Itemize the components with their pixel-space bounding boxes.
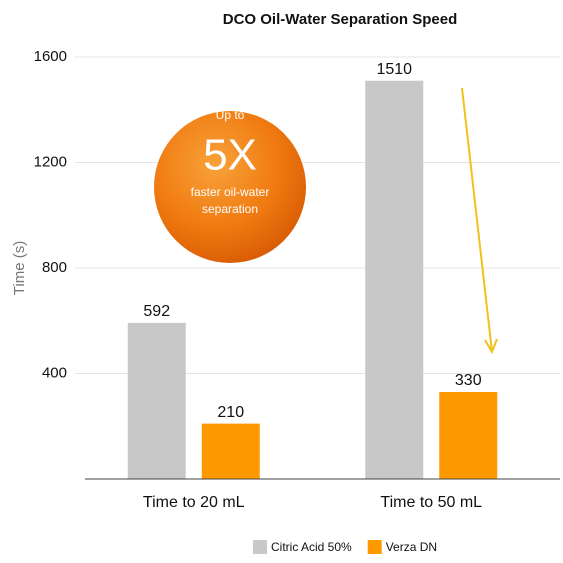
- arrow: [461, 87, 493, 353]
- data-label: 1510: [376, 61, 412, 78]
- callout-circle: [154, 111, 306, 263]
- arrow-head: [484, 338, 498, 355]
- bar: [439, 391, 498, 479]
- legend-swatch: [367, 540, 382, 554]
- legend-swatch: [253, 540, 267, 554]
- chart-title: DCO Oil-Water Separation Speed: [223, 11, 458, 28]
- legend-label: Citric Acid 50%: [271, 540, 352, 554]
- bar: [201, 423, 260, 479]
- x-tick-label: Time to 20 mL: [143, 494, 245, 511]
- callout-text: separation: [202, 202, 258, 216]
- callout-text: faster oil-water: [191, 185, 270, 199]
- x-tick-label: Time to 50 mL: [380, 494, 482, 511]
- callout-text: Up to: [216, 108, 245, 122]
- bar: [127, 322, 186, 479]
- y-tick-label: 1600: [34, 48, 67, 65]
- callout-number: 5X: [203, 131, 257, 180]
- data-label: 210: [217, 404, 244, 421]
- bar: [365, 80, 424, 480]
- data-label: 592: [143, 303, 170, 320]
- y-tick-label: 800: [42, 259, 67, 276]
- y-tick-label: 400: [42, 364, 67, 381]
- y-axis-label: Time (s): [11, 241, 28, 295]
- data-label: 330: [455, 372, 482, 389]
- y-tick-label: 1200: [34, 153, 67, 170]
- legend-label: Verza DN: [386, 540, 437, 554]
